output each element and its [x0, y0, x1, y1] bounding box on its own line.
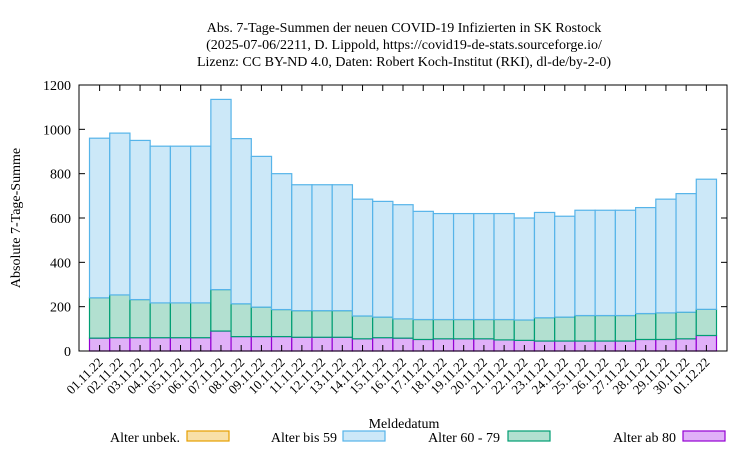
bar-alter-60-79-30 — [695, 308, 718, 337]
bar-alter-60-79-17 — [432, 318, 455, 340]
bar-alter-bis-59-17 — [432, 212, 455, 321]
bar-alter-bis-59-7 — [230, 138, 252, 305]
legend-label-alter-unbek-: Alter unbek. — [110, 431, 180, 446]
bar-alter-bis-59-14 — [372, 200, 394, 318]
bar-alter-bis-59-9 — [270, 173, 293, 311]
legend-swatch-alter-60-79 — [507, 430, 551, 442]
bar-alter-bis-59-15 — [392, 204, 414, 320]
bar-alter-bis-59-18 — [452, 212, 475, 321]
bar-alter-bis-59-0 — [88, 137, 111, 299]
bar-alter-bis-59-20 — [493, 212, 515, 321]
y-tick-label-0: 0 — [64, 345, 71, 360]
legend-label-alter-bis-59: Alter bis 59 — [271, 431, 337, 446]
chart-title-line-1: Abs. 7-Tage-Summen der neuen COVID-19 In… — [207, 21, 601, 36]
y-tick-label-5: 1000 — [43, 123, 71, 138]
bar-alter-bis-59-4 — [169, 145, 192, 304]
bar-alter-bis-59-1 — [109, 132, 131, 296]
bar-alter-bis-59-24 — [574, 209, 596, 317]
bar-alter-60-79-11 — [311, 310, 333, 338]
bar-alter-bis-59-25 — [594, 209, 616, 317]
bar-alter-60-79-8 — [250, 306, 273, 338]
plot-frame — [78, 84, 728, 352]
bar-alter-bis-59-13 — [351, 198, 374, 317]
legend-label-alter-ab-80: Alter ab 80 — [613, 431, 676, 446]
bar-alter-60-79-25 — [594, 314, 616, 342]
legend: Alter unbek. Alter bis 59 Alter 60 - 79 Alt… — [110, 430, 726, 446]
bar-alter-60-79-12 — [331, 310, 354, 338]
bar-alter-bis-59-12 — [331, 184, 354, 312]
bar-alter-bis-59-27 — [634, 206, 657, 315]
chart-title: Abs. 7-Tage-Summen der neuen COVID-19 In… — [197, 21, 611, 70]
y-tick-label-6: 1200 — [43, 79, 71, 94]
bar-alter-60-79-14 — [372, 316, 394, 339]
bar-alter-60-79-20 — [493, 318, 515, 341]
bar-alter-60-79-10 — [291, 310, 313, 338]
bar-alter-bis-59-8 — [250, 155, 273, 308]
chart-title-line-2: (2025-07-06/2211, D. Lippold, https://co… — [206, 38, 602, 53]
bar-alter-bis-59-30 — [695, 178, 718, 310]
y-axis: 0 200 400 600 800 1000 1200 — [43, 79, 727, 360]
bar-alter-bis-59-5 — [190, 145, 212, 304]
bar-alter-60-79-7 — [230, 303, 252, 338]
bar-alter-60-79-26 — [614, 314, 637, 342]
x-axis-label: Meldedatum — [369, 417, 440, 432]
bar-alter-60-79-3 — [149, 302, 172, 339]
legend-label-alter-60-79: Alter 60 - 79 — [428, 431, 500, 446]
bar-alter-60-79-13 — [351, 315, 374, 340]
bar-alter-60-79-4 — [169, 302, 192, 339]
bar-alter-bis-59-6 — [210, 98, 232, 291]
chart-title-line-3: Lizenz: CC BY-ND 4.0, Daten: Robert Koch… — [197, 55, 611, 70]
bar-alter-60-79-24 — [574, 314, 596, 342]
bar-alter-bis-59-28 — [655, 198, 677, 314]
bar-alter-60-79-18 — [452, 318, 475, 340]
bar-alter-60-79-16 — [412, 318, 434, 341]
bar-alter-bis-59-22 — [533, 211, 556, 319]
bar-alter-bis-59-19 — [473, 212, 495, 321]
bar-alter-bis-59-26 — [614, 209, 637, 317]
bar-alter-60-79-5 — [190, 302, 212, 339]
bar-alter-bis-59-29 — [675, 193, 697, 313]
bar-alter-bis-59-16 — [412, 210, 434, 321]
bar-alter-60-79-6 — [210, 289, 232, 332]
legend-swatch-alter-unbek- — [186, 430, 230, 442]
bar-alter-bis-59-2 — [129, 139, 151, 301]
bar-alter-60-79-19 — [473, 318, 495, 340]
bar-alter-60-79-15 — [392, 318, 414, 339]
legend-swatch-alter-bis-59 — [342, 430, 386, 442]
bar-alter-bis-59-3 — [149, 145, 172, 304]
y-tick-label-4: 800 — [50, 168, 71, 183]
bars-layer — [88, 98, 718, 352]
bar-alter-60-79-29 — [675, 311, 697, 340]
bar-alter-60-79-28 — [655, 312, 677, 341]
bar-alter-60-79-22 — [533, 317, 556, 342]
bar-alter-bis-59-23 — [554, 215, 576, 318]
bar-alter-60-79-9 — [270, 308, 293, 338]
bar-alter-60-79-27 — [634, 312, 657, 341]
bar-alter-60-79-1 — [109, 294, 131, 339]
y-tick-label-3: 600 — [50, 212, 71, 227]
y-tick-label-1: 200 — [50, 301, 71, 316]
bar-alter-bis-59-21 — [513, 217, 536, 321]
bar-alter-60-79-0 — [88, 297, 111, 339]
bar-alter-60-79-2 — [129, 298, 151, 339]
y-tick-label-2: 400 — [50, 256, 71, 271]
legend-swatch-alter-ab-80 — [682, 430, 726, 442]
bar-alter-60-79-23 — [554, 316, 576, 342]
bar-alter-bis-59-11 — [311, 184, 333, 312]
y-axis-label: Absolute 7-Tage-Summe — [9, 148, 24, 288]
bar-alter-bis-59-10 — [291, 184, 313, 312]
bar-alter-60-79-21 — [513, 319, 536, 341]
